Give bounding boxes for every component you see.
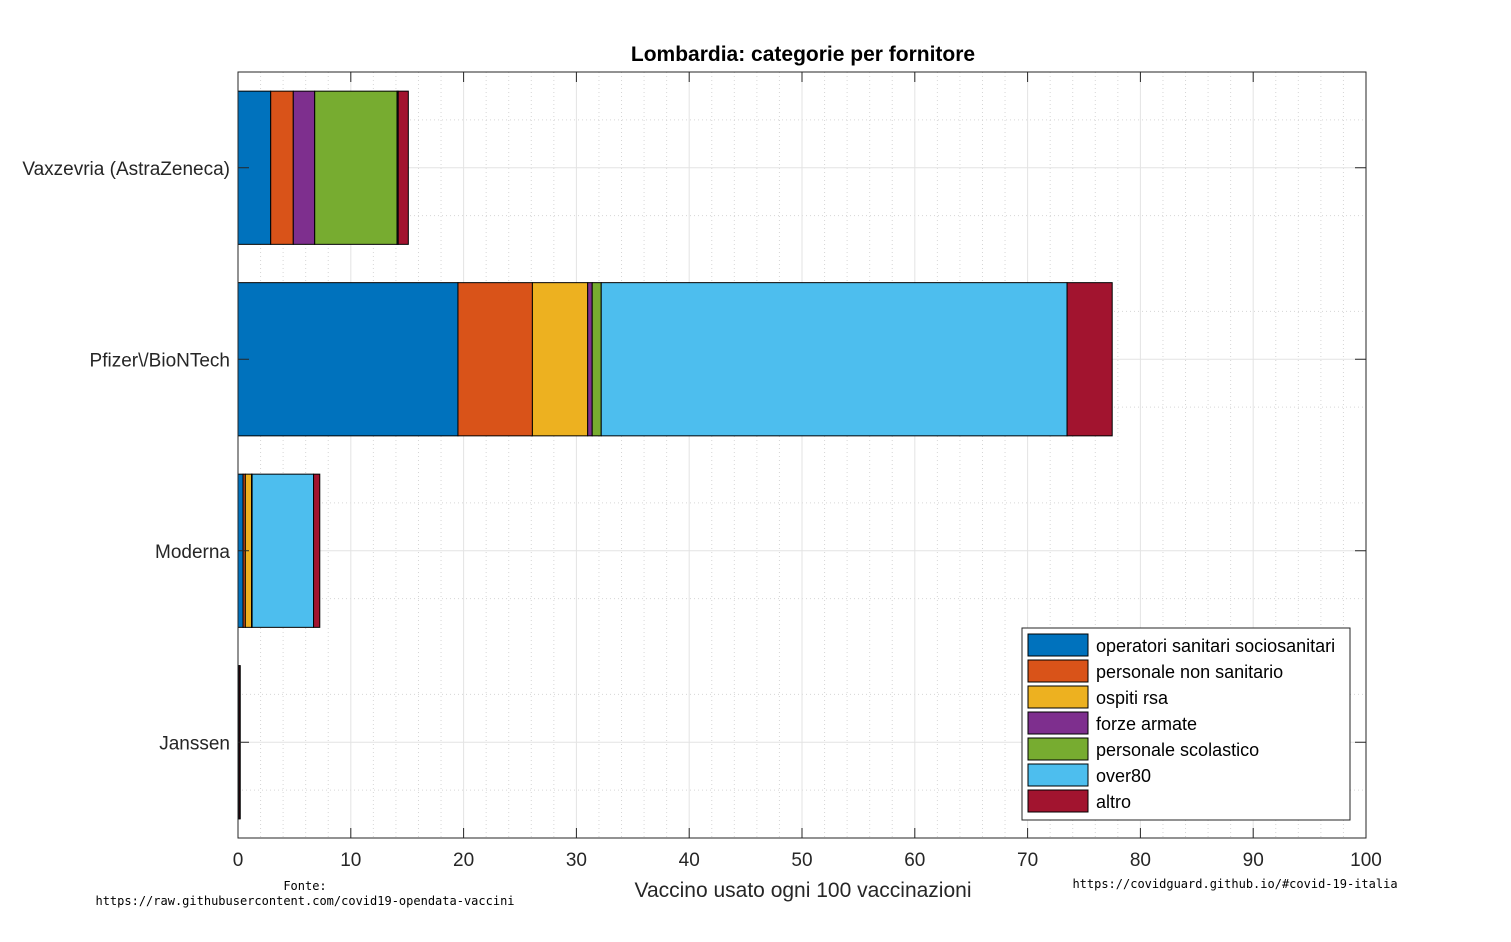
y-tick-label: Vaxzevria (AstraZeneca) bbox=[22, 159, 230, 180]
bar-segment bbox=[313, 473, 321, 628]
legend-swatch bbox=[1027, 737, 1089, 761]
legend-label: over80 bbox=[1096, 766, 1151, 786]
legend-swatch bbox=[1027, 659, 1089, 683]
bar-segment bbox=[1066, 282, 1113, 437]
bar-segment bbox=[314, 90, 398, 245]
legend-swatch bbox=[1027, 763, 1089, 787]
x-tick-label: 40 bbox=[679, 850, 700, 871]
chart-title: Lombardia: categorie per fornitore bbox=[631, 43, 975, 66]
legend-swatch bbox=[1027, 711, 1089, 735]
bars bbox=[237, 90, 1113, 820]
x-tick-label: 100 bbox=[1350, 850, 1382, 871]
x-tick-label: 70 bbox=[1017, 850, 1038, 871]
tick-labels: 0 10 20 30 40 50 60 70 80 90 100 Vaxzevria (AstraZe… bbox=[22, 159, 1382, 871]
legend-label: operatori sanitari sociosanitari bbox=[1096, 636, 1335, 656]
bar-segment bbox=[397, 90, 409, 245]
bar-segment bbox=[457, 282, 533, 437]
x-tick-label: 60 bbox=[904, 850, 925, 871]
x-tick-label: 20 bbox=[453, 850, 474, 871]
y-tick-label: Pfizer\/BioNTech bbox=[90, 350, 230, 371]
legend-label: altro bbox=[1096, 792, 1131, 812]
legend-label: ospiti rsa bbox=[1096, 688, 1169, 708]
x-tick-label: 30 bbox=[566, 850, 587, 871]
x-tick-label: 80 bbox=[1130, 850, 1151, 871]
bar-segment bbox=[292, 90, 316, 245]
legend: operatori sanitari sociosanitari personal… bbox=[1021, 627, 1351, 821]
y-tick-label: Janssen bbox=[159, 733, 230, 754]
bar-segment bbox=[591, 282, 602, 437]
legend-label: forze armate bbox=[1096, 714, 1197, 734]
site-url: https://covidguard.github.io/#covid-19-i… bbox=[1072, 877, 1398, 891]
x-axis-label: Vaccino usato ogni 100 vaccinazioni bbox=[635, 879, 972, 902]
y-tick-label: Moderna bbox=[155, 542, 230, 563]
bar-segment bbox=[237, 282, 459, 437]
bar-segment bbox=[270, 90, 294, 245]
source-label: Fonte: bbox=[283, 879, 327, 893]
legend-label: personale scolastico bbox=[1096, 740, 1259, 760]
x-tick-label: 10 bbox=[340, 850, 361, 871]
source-note: Fonte: https://raw.githubusercontent.com… bbox=[60, 879, 550, 909]
bar-segment bbox=[531, 282, 589, 437]
legend-swatch bbox=[1027, 789, 1089, 813]
bar-segment bbox=[587, 282, 593, 437]
x-tick-label: 0 bbox=[233, 850, 244, 871]
source-url: https://raw.githubusercontent.com/covid1… bbox=[95, 894, 515, 908]
legend-label: personale non sanitario bbox=[1096, 662, 1283, 682]
x-tick-label: 90 bbox=[1243, 850, 1264, 871]
legend-swatch bbox=[1027, 685, 1089, 709]
bar-segment bbox=[251, 473, 315, 628]
axes bbox=[237, 71, 1367, 839]
legend-swatch bbox=[1027, 633, 1089, 657]
x-tick-label: 50 bbox=[791, 850, 812, 871]
bar-segment bbox=[600, 282, 1068, 437]
